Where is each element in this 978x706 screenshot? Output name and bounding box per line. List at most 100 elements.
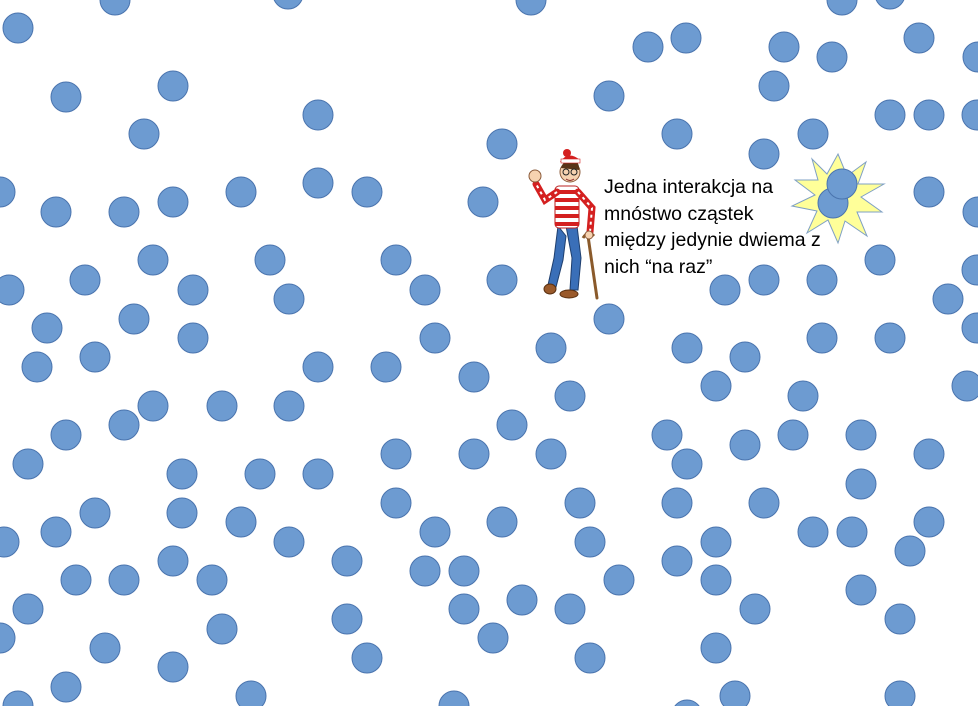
particle: [593, 80, 625, 112]
particle: [826, 0, 858, 16]
particle: [661, 545, 693, 577]
particle: [700, 632, 732, 664]
particle: [206, 390, 238, 422]
particle: [554, 380, 586, 412]
particle: [380, 487, 412, 519]
particle: [157, 651, 189, 683]
particle: [69, 264, 101, 296]
particle: [768, 31, 800, 63]
particle: [467, 186, 499, 218]
particle: [758, 70, 790, 102]
particle: [0, 176, 16, 208]
particle: [79, 341, 111, 373]
particle: [913, 99, 945, 131]
particle: [748, 138, 780, 170]
particle: [458, 361, 490, 393]
particle: [729, 341, 761, 373]
particle: [409, 274, 441, 306]
wally-character-icon: [528, 149, 599, 300]
collision-burst-icon: [790, 152, 886, 245]
particle: [535, 438, 567, 470]
particle: [932, 283, 964, 315]
particle: [913, 176, 945, 208]
particle: [302, 167, 334, 199]
particle: [671, 448, 703, 480]
particle: [50, 81, 82, 113]
particle: [845, 574, 877, 606]
particle: [670, 22, 702, 54]
particle: [31, 312, 63, 344]
particle: [137, 244, 169, 276]
particle: [118, 303, 150, 335]
particle: [254, 244, 286, 276]
particle: [50, 671, 82, 703]
particle: [477, 622, 509, 654]
particle: [448, 593, 480, 625]
particle: [700, 526, 732, 558]
particle: [331, 545, 363, 577]
particle: [419, 516, 451, 548]
particle: [962, 41, 978, 73]
caption-line: nich “na raz”: [604, 255, 713, 278]
particle: [273, 0, 303, 10]
particle: [0, 526, 20, 558]
particle: [903, 22, 935, 54]
colliding-particle: [826, 168, 858, 200]
particle: [438, 690, 470, 706]
particle: [894, 535, 926, 567]
particle: [12, 593, 44, 625]
particle: [108, 409, 140, 441]
particle: [564, 487, 596, 519]
particle: [574, 642, 606, 674]
particle: [661, 487, 693, 519]
particle: [79, 497, 111, 529]
particle: [864, 244, 896, 276]
particle: [486, 128, 518, 160]
particle: [351, 642, 383, 674]
particle: [806, 322, 838, 354]
particle: [486, 264, 518, 296]
particle: [700, 564, 732, 596]
particle: [380, 244, 412, 276]
particle: [515, 0, 547, 16]
particle: [729, 429, 761, 461]
particle: [380, 438, 412, 470]
particle: [419, 322, 451, 354]
particle: [409, 555, 441, 587]
particle: [196, 564, 228, 596]
particle: [225, 176, 257, 208]
particle: [137, 390, 169, 422]
caption-line: Jedna interakcja na: [604, 176, 774, 198]
particle: [448, 555, 480, 587]
particle: [816, 41, 848, 73]
particle: [302, 351, 334, 383]
particle: [836, 516, 868, 548]
particle: [787, 380, 819, 412]
particle: [674, 699, 700, 706]
particle: [273, 526, 305, 558]
particle: [40, 196, 72, 228]
particle: [40, 516, 72, 548]
particle: [302, 458, 334, 490]
particle: [884, 603, 916, 635]
particle: [874, 322, 906, 354]
particle: [157, 545, 189, 577]
particle: [845, 419, 877, 451]
particle: [748, 487, 780, 519]
particle: [177, 274, 209, 306]
particle: [574, 526, 606, 558]
particle: [777, 419, 809, 451]
particle: [671, 332, 703, 364]
particle: [709, 274, 741, 306]
particle: [875, 0, 905, 10]
particle: [108, 564, 140, 596]
particle: [206, 613, 238, 645]
particle: [166, 497, 198, 529]
particle: [0, 622, 16, 654]
particle: [302, 99, 334, 131]
particle: [108, 196, 140, 228]
particle: [961, 254, 978, 286]
particle: [225, 506, 257, 538]
